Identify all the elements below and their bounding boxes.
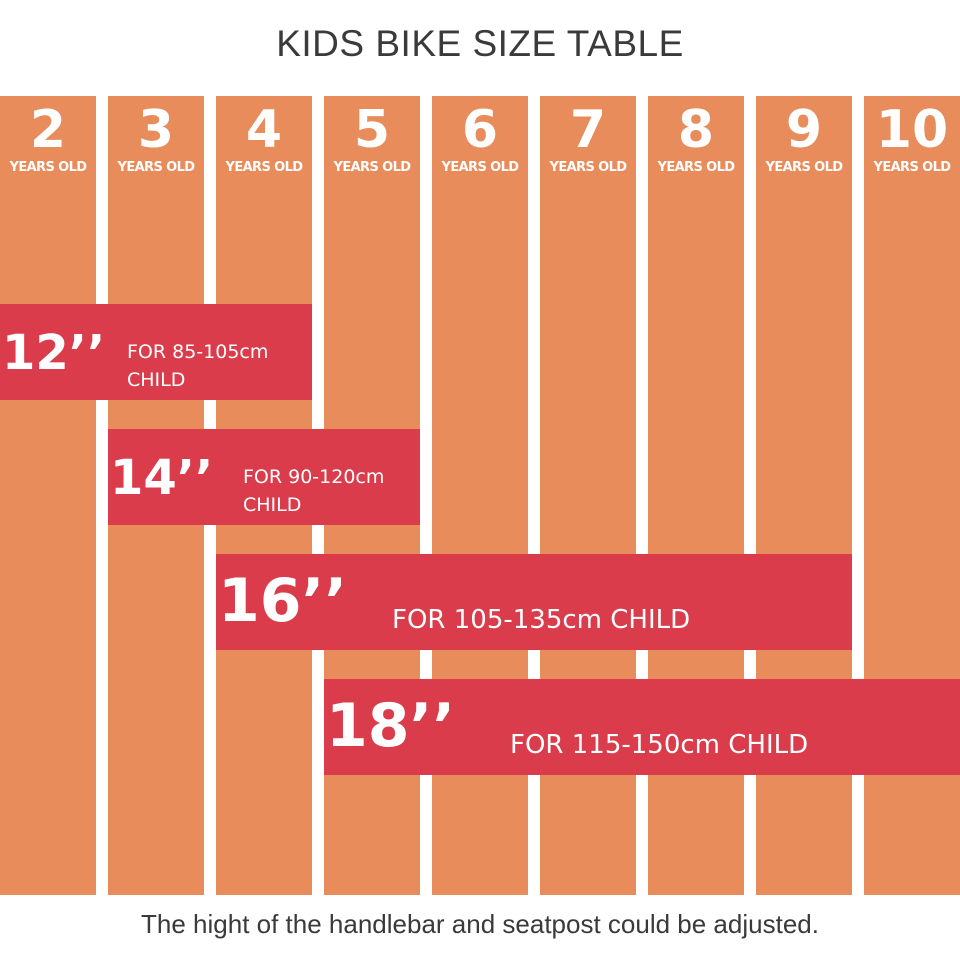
size-range: FOR 90-120cm — [243, 466, 385, 488]
age-label: YEARS OLD — [657, 160, 736, 175]
age-number: 4 — [245, 100, 283, 160]
age-label: YEARS OLD — [549, 160, 628, 175]
size-bar: 18’’ FOR 115-150cm CHILD — [324, 679, 960, 775]
age-column: 9 YEARS OLD — [756, 96, 852, 895]
age-label: YEARS OLD — [333, 160, 412, 175]
age-number: 2 — [29, 100, 67, 160]
age-number: 5 — [353, 100, 391, 160]
age-label: YEARS OLD — [117, 160, 196, 175]
size-bar: 16’’ FOR 105-135cm CHILD — [216, 554, 852, 650]
age-column: 7 YEARS OLD — [540, 96, 636, 895]
size-range: FOR 105-135cm CHILD — [392, 605, 691, 635]
wheel-size: 12’’ — [2, 325, 106, 381]
size-description: FOR 115-150cm CHILD — [510, 729, 808, 761]
age-number: 8 — [677, 100, 715, 160]
age-label: YEARS OLD — [873, 160, 952, 175]
age-column: 10 YEARS OLD — [864, 96, 960, 895]
footer-note: The hight of the handlebar and seatpost … — [141, 909, 819, 939]
age-number: 3 — [137, 100, 175, 160]
age-number: 9 — [785, 100, 823, 160]
age-column: 6 YEARS OLD — [432, 96, 528, 895]
age-label: YEARS OLD — [225, 160, 304, 175]
size-bar: 14’’ FOR 90-120cm CHILD — [108, 429, 420, 525]
wheel-size: 14’’ — [110, 450, 214, 506]
age-number: 7 — [569, 100, 607, 160]
wheel-size: 18’’ — [326, 691, 456, 761]
size-range: FOR 115-150cm CHILD — [510, 730, 809, 760]
size-description: FOR 85-105cm CHILD — [127, 338, 268, 394]
age-label: YEARS OLD — [765, 160, 844, 175]
age-column: 8 YEARS OLD — [648, 96, 744, 895]
age-label: YEARS OLD — [9, 160, 88, 175]
age-label: YEARS OLD — [441, 160, 520, 175]
size-description: FOR 105-135cm CHILD — [392, 604, 690, 636]
age-number: 6 — [461, 100, 499, 160]
size-range: FOR 85-105cm — [127, 341, 269, 363]
page-title: KIDS BIKE SIZE TABLE — [276, 23, 684, 64]
size-bar: 12’’ FOR 85-105cm CHILD — [0, 304, 312, 400]
age-column: 2 YEARS OLD — [0, 96, 96, 895]
size-range-suffix: CHILD — [243, 494, 302, 516]
size-range-suffix: CHILD — [127, 369, 186, 391]
wheel-size: 16’’ — [218, 566, 348, 636]
age-number: 10 — [875, 100, 949, 160]
size-description: FOR 90-120cm CHILD — [243, 463, 384, 519]
